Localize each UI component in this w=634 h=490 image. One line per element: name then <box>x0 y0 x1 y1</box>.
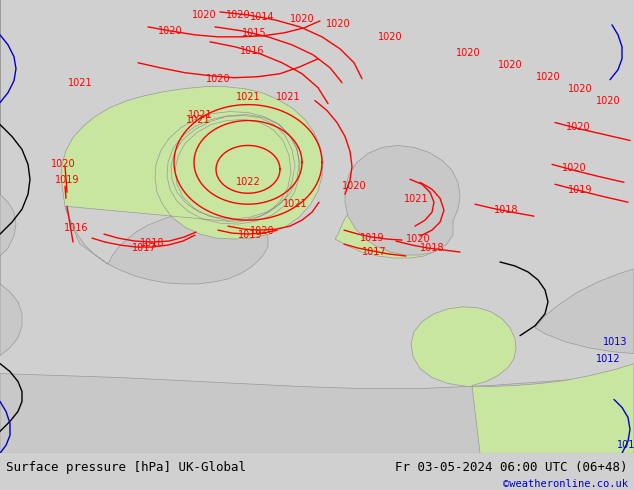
Text: 1021: 1021 <box>276 92 301 101</box>
Text: 1020: 1020 <box>342 181 366 191</box>
Text: 1020: 1020 <box>290 14 314 24</box>
Polygon shape <box>0 373 634 453</box>
Text: 1021: 1021 <box>283 199 307 209</box>
Text: 1018: 1018 <box>420 243 444 253</box>
Text: 1020: 1020 <box>191 10 216 20</box>
Text: Surface pressure [hPa] UK-Global: Surface pressure [hPa] UK-Global <box>6 461 247 474</box>
Text: 1017: 1017 <box>132 243 157 253</box>
Polygon shape <box>0 0 22 356</box>
Text: 1019: 1019 <box>359 233 384 243</box>
Text: 1017: 1017 <box>361 247 386 257</box>
Text: 1020: 1020 <box>566 122 590 131</box>
Text: 1020: 1020 <box>205 74 230 84</box>
Text: 1014: 1014 <box>250 12 275 22</box>
Text: ©weatheronline.co.uk: ©weatheronline.co.uk <box>503 480 628 490</box>
Text: 1018: 1018 <box>139 238 164 248</box>
Text: 1013: 1013 <box>603 337 627 347</box>
Text: 1021: 1021 <box>68 78 93 88</box>
Text: 1020: 1020 <box>406 234 430 244</box>
Text: 1021: 1021 <box>236 92 261 101</box>
Polygon shape <box>345 146 460 255</box>
Polygon shape <box>411 307 634 453</box>
Polygon shape <box>0 0 16 256</box>
Text: 1016: 1016 <box>64 223 88 233</box>
Text: 1020: 1020 <box>378 32 403 42</box>
Text: 1016: 1016 <box>240 46 264 56</box>
Text: 1022: 1022 <box>236 177 261 187</box>
Text: 1020: 1020 <box>326 19 351 29</box>
Text: 1021: 1021 <box>186 115 210 124</box>
Polygon shape <box>61 87 323 239</box>
Text: 1020: 1020 <box>51 159 75 170</box>
Text: 1012: 1012 <box>596 354 620 364</box>
Text: 1020: 1020 <box>250 226 275 236</box>
Polygon shape <box>65 206 268 284</box>
Text: 1019: 1019 <box>238 230 262 240</box>
Text: 1021: 1021 <box>188 110 212 120</box>
Text: 1019: 1019 <box>568 185 592 196</box>
Text: 1020: 1020 <box>498 60 522 70</box>
Text: 1020: 1020 <box>596 96 620 106</box>
Text: 1015: 1015 <box>242 28 266 38</box>
Text: 1020: 1020 <box>456 48 481 58</box>
Text: 1020: 1020 <box>226 10 250 20</box>
Text: 1020: 1020 <box>567 84 592 94</box>
Text: 1018: 1018 <box>494 205 518 215</box>
Polygon shape <box>535 269 634 354</box>
Text: 101: 101 <box>617 441 634 450</box>
Text: 1020: 1020 <box>562 163 586 173</box>
Text: 1020: 1020 <box>158 26 183 36</box>
Text: 1020: 1020 <box>536 72 560 82</box>
Text: Fr 03-05-2024 06:00 UTC (06+48): Fr 03-05-2024 06:00 UTC (06+48) <box>395 461 628 474</box>
Polygon shape <box>335 184 453 258</box>
Text: 1021: 1021 <box>404 194 429 204</box>
Text: 1019: 1019 <box>55 175 79 185</box>
